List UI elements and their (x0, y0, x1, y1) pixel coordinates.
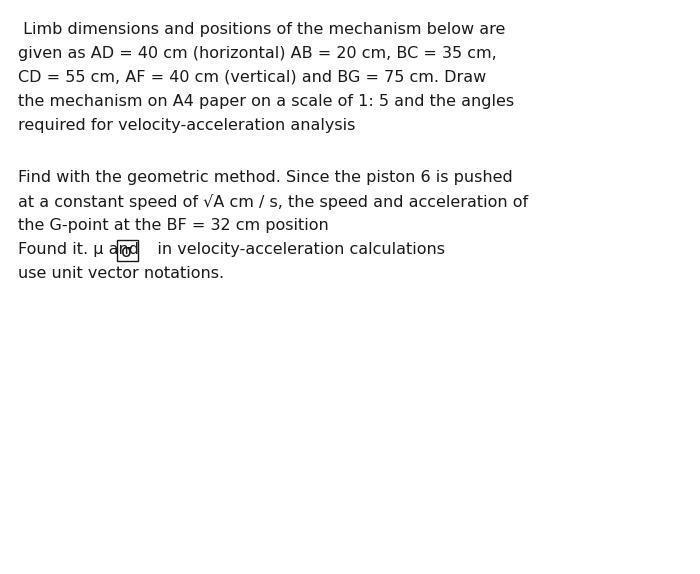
Text: at a constant speed of √A cm / s, the speed and acceleration of: at a constant speed of √A cm / s, the sp… (18, 194, 528, 210)
Text: use unit vector notations.: use unit vector notations. (18, 266, 224, 281)
Text: required for velocity-acceleration analysis: required for velocity-acceleration analy… (18, 118, 356, 133)
Text: given as AD = 40 cm (horizontal) AB = 20 cm, BC = 35 cm,: given as AD = 40 cm (horizontal) AB = 20… (18, 46, 497, 61)
Text: Limb dimensions and positions of the mechanism below are: Limb dimensions and positions of the mec… (18, 22, 505, 37)
Text: Found it. μ and: Found it. μ and (18, 242, 139, 257)
Text: in velocity-acceleration calculations: in velocity-acceleration calculations (141, 242, 444, 257)
Text: the mechanism on A4 paper on a scale of 1: 5 and the angles: the mechanism on A4 paper on a scale of … (18, 94, 514, 109)
Text: the G-point at the BF = 32 cm position: the G-point at the BF = 32 cm position (18, 218, 329, 233)
Text: CD = 55 cm, AF = 40 cm (vertical) and BG = 75 cm. Draw: CD = 55 cm, AF = 40 cm (vertical) and BG… (18, 70, 486, 85)
Text: Find with the geometric method. Since the piston 6 is pushed: Find with the geometric method. Since th… (18, 170, 512, 185)
Text: σ: σ (122, 243, 132, 261)
